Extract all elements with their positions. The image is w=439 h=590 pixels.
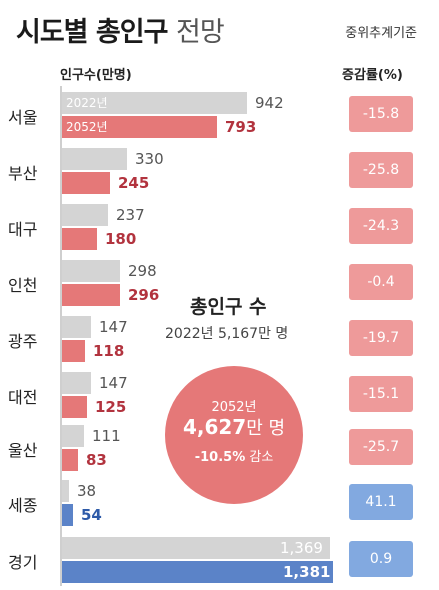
value-2022-gwangju: 147 [99, 318, 128, 336]
bar-2022-daegu [62, 204, 108, 226]
total-2052-circle: 2052년 4,627만 명 -10.5% 감소 [165, 366, 303, 504]
bar-2052-gwangju [62, 340, 85, 362]
change-pct-sejong: 41.1 [349, 484, 413, 520]
change-pct-daegu: -24.3 [349, 208, 413, 244]
bar-2022-seoul [62, 92, 247, 114]
bar-2052-busan [62, 172, 110, 194]
change-pct-gwangju: -19.7 [349, 320, 413, 356]
value-2052-incheon: 296 [128, 286, 160, 304]
bar-2022-daejeon [62, 372, 91, 394]
region-label-gwangju: 광주 [8, 332, 38, 351]
region-label-gyeonggi: 경기 [8, 553, 38, 572]
total-title: 총인구 수 [190, 296, 267, 318]
bar-2022-incheon [62, 260, 120, 282]
value-2022-daegu: 237 [116, 206, 145, 224]
value-2052-gwangju: 118 [93, 342, 125, 360]
value-2052-busan: 245 [118, 174, 150, 192]
change-pct-ulsan: -25.7 [349, 429, 413, 465]
value-2022-busan: 330 [135, 150, 164, 168]
population-column-label: 인구수(만명) [60, 68, 132, 83]
title-main: 시도별 총인구 [16, 17, 168, 48]
bar-2022-gyeonggi [62, 537, 330, 559]
title-sub: 전망 [176, 17, 225, 48]
total-2022-year: 2022년 [165, 326, 214, 342]
region-label-ulsan: 울산 [8, 441, 38, 460]
bar-2052-ulsan [62, 449, 78, 471]
value-2022-daejeon: 147 [99, 374, 128, 392]
value-2052-ulsan: 83 [86, 451, 107, 469]
region-label-daejeon: 대전 [8, 388, 38, 407]
change-pct-gyeonggi: 0.9 [349, 541, 413, 577]
total-change-word: 감소 [249, 450, 274, 465]
value-2022-ulsan: 111 [92, 427, 121, 445]
value-2022-incheon: 298 [128, 262, 157, 280]
value-2052-gyeonggi: 1,381 [283, 563, 331, 581]
year-label-2052: 2052년 [66, 120, 108, 134]
total-2052-unit: 만 명 [246, 418, 286, 439]
change-column-label: 증감률(%) [342, 68, 403, 83]
bar-2052-gyeonggi [62, 561, 333, 583]
bar-2022-ulsan [62, 425, 84, 447]
change-pct-busan: -25.8 [349, 152, 413, 188]
total-2022: 2022년 5,167만 명 [165, 323, 288, 343]
region-label-busan: 부산 [8, 164, 38, 183]
change-pct-daejeon: -15.1 [349, 376, 413, 412]
year-label-2022: 2022년 [66, 96, 108, 110]
value-2052-daejeon: 125 [95, 398, 127, 416]
chart-title: 시도별 총인구 전망 [16, 10, 225, 49]
change-pct-seoul: -15.8 [349, 96, 413, 132]
bar-2052-daejeon [62, 396, 87, 418]
bar-2052-daegu [62, 228, 97, 250]
total-2052-year: 2052년 [211, 400, 257, 415]
axis-line [60, 86, 62, 586]
total-change-value: -10.5% [194, 450, 246, 465]
region-label-daegu: 대구 [8, 220, 38, 239]
region-label-incheon: 인천 [8, 276, 38, 295]
bar-2052-sejong [62, 504, 73, 526]
bar-2052-seoul [62, 116, 217, 138]
total-2022-unit: 만 명 [258, 326, 289, 342]
value-2052-sejong: 54 [81, 506, 102, 524]
total-2052-value: 4,627 [182, 415, 247, 439]
value-2022-sejong: 38 [77, 482, 97, 500]
value-2052-seoul: 793 [225, 118, 257, 136]
bar-2022-sejong [62, 480, 69, 502]
change-pct-incheon: -0.4 [349, 264, 413, 300]
bar-2022-gwangju [62, 316, 91, 338]
bar-2022-busan [62, 148, 127, 170]
value-2022-seoul: 942 [255, 94, 284, 112]
basis-note: 중위추계기준 [345, 26, 417, 41]
bar-2052-incheon [62, 284, 120, 306]
total-2022-value: 5,167 [217, 326, 259, 342]
region-label-sejong: 세종 [8, 496, 38, 515]
total-2052: 4,627만 명 [165, 414, 303, 440]
value-2022-gyeonggi: 1,369 [280, 539, 323, 557]
total-change: -10.5% 감소 [165, 446, 303, 465]
region-label-seoul: 서울 [8, 108, 38, 127]
value-2052-daegu: 180 [105, 230, 137, 248]
